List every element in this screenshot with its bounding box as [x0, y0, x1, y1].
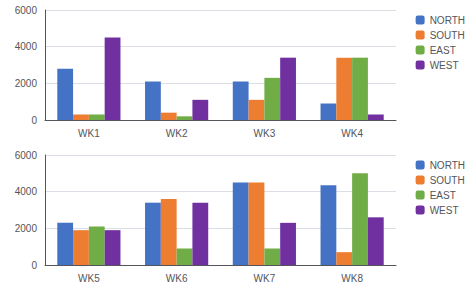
svg-text:NORTH: NORTH	[430, 160, 465, 171]
svg-text:0: 0	[31, 115, 37, 126]
svg-text:SOUTH: SOUTH	[430, 30, 465, 41]
svg-text:WK3: WK3	[254, 128, 276, 139]
svg-text:6000: 6000	[15, 5, 38, 16]
svg-text:WK6: WK6	[166, 273, 188, 284]
svg-text:NORTH: NORTH	[430, 15, 465, 26]
svg-text:EAST: EAST	[430, 190, 456, 201]
svg-text:WK8: WK8	[341, 273, 363, 284]
svg-text:4000: 4000	[15, 186, 38, 197]
svg-text:2000: 2000	[15, 78, 38, 89]
svg-text:4000: 4000	[15, 41, 38, 52]
svg-text:0: 0	[31, 260, 37, 271]
svg-text:2000: 2000	[15, 223, 38, 234]
svg-text:WK2: WK2	[166, 128, 188, 139]
svg-text:EAST: EAST	[430, 45, 456, 56]
svg-text:WK7: WK7	[254, 273, 276, 284]
svg-text:WEST: WEST	[430, 60, 459, 71]
svg-text:WEST: WEST	[430, 205, 459, 216]
svg-text:WK5: WK5	[78, 273, 100, 284]
svg-text:WK1: WK1	[78, 128, 100, 139]
svg-text:6000: 6000	[15, 150, 38, 161]
svg-text:WK4: WK4	[341, 128, 363, 139]
svg-text:SOUTH: SOUTH	[430, 175, 465, 186]
